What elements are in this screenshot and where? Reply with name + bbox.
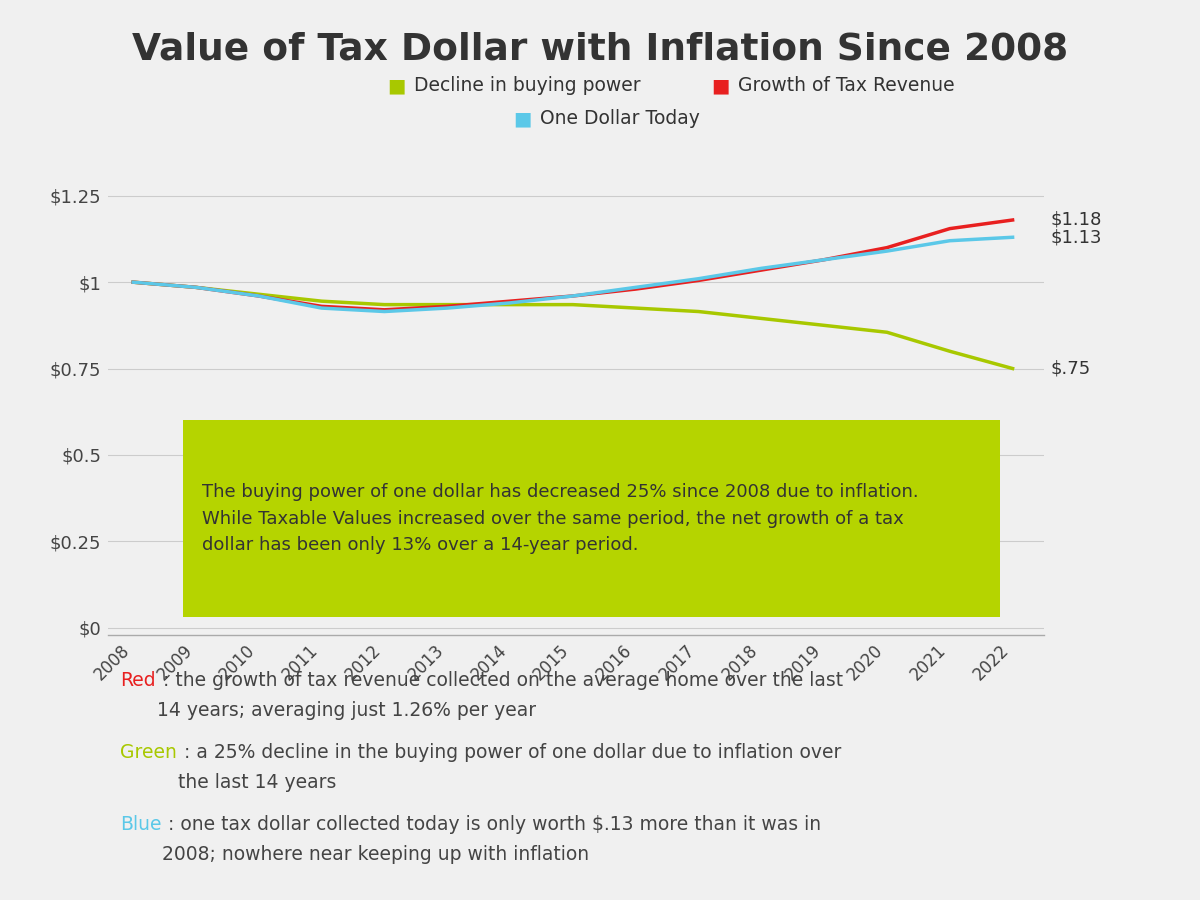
Text: $1.13: $1.13 bbox=[1050, 229, 1102, 247]
Text: : a 25% decline in the buying power of one dollar due to inflation over: : a 25% decline in the buying power of o… bbox=[184, 742, 841, 761]
Text: One Dollar Today: One Dollar Today bbox=[540, 109, 700, 129]
Text: $1.18: $1.18 bbox=[1050, 211, 1102, 229]
Text: Green: Green bbox=[120, 742, 176, 761]
Text: 14 years; averaging just 1.26% per year: 14 years; averaging just 1.26% per year bbox=[157, 701, 536, 720]
Text: Decline in buying power: Decline in buying power bbox=[414, 76, 641, 95]
Text: 2008; nowhere near keeping up with inflation: 2008; nowhere near keeping up with infla… bbox=[162, 845, 589, 864]
Text: Red: Red bbox=[120, 670, 156, 689]
Text: the last 14 years: the last 14 years bbox=[178, 773, 336, 792]
Text: $.75: $.75 bbox=[1050, 359, 1091, 377]
Text: ■: ■ bbox=[386, 76, 406, 95]
Text: Growth of Tax Revenue: Growth of Tax Revenue bbox=[738, 76, 955, 95]
Text: Value of Tax Dollar with Inflation Since 2008: Value of Tax Dollar with Inflation Since… bbox=[132, 32, 1068, 68]
Text: ■: ■ bbox=[512, 109, 532, 129]
Text: : one tax dollar collected today is only worth $.13 more than it was in: : one tax dollar collected today is only… bbox=[168, 814, 821, 833]
Text: : the growth of tax revenue collected on the average home over the last: : the growth of tax revenue collected on… bbox=[163, 670, 844, 689]
Text: Blue: Blue bbox=[120, 814, 162, 833]
Text: ■: ■ bbox=[710, 76, 730, 95]
Text: The buying power of one dollar has decreased 25% since 2008 due to inflation.
Wh: The buying power of one dollar has decre… bbox=[203, 483, 919, 554]
FancyBboxPatch shape bbox=[184, 420, 1000, 617]
